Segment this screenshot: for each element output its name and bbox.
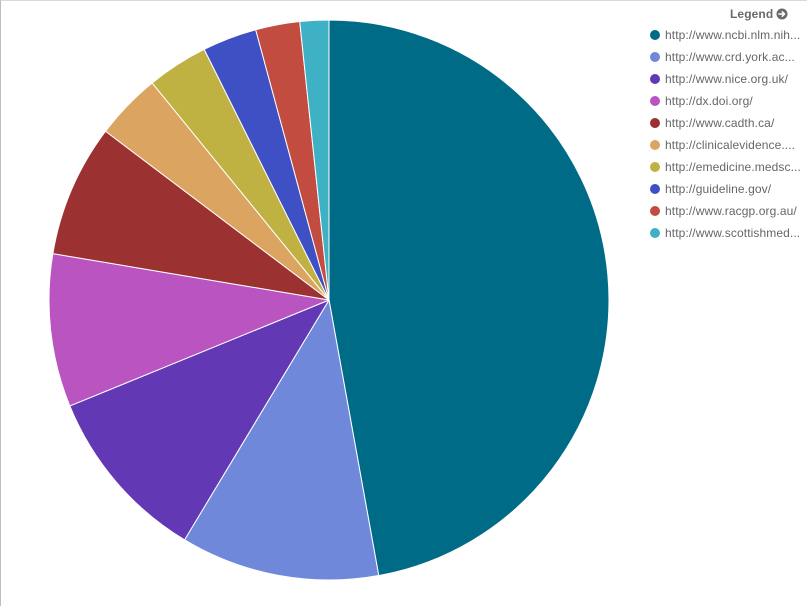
legend-item[interactable]: http://dx.doi.org/ [648, 91, 806, 111]
legend-swatch [650, 162, 660, 172]
legend-swatch [650, 228, 660, 238]
legend-label: http://dx.doi.org/ [665, 94, 753, 108]
pie-slice-3[interactable] [48, 253, 330, 407]
legend-label: http://www.ncbi.nlm.nih... [665, 28, 801, 42]
legend-item[interactable]: http://www.nice.org.uk/ [648, 69, 806, 89]
legend-item[interactable]: http://guideline.gov/ [648, 179, 806, 199]
legend-swatch [650, 184, 660, 194]
legend-swatch [650, 96, 660, 106]
legend-label: http://guideline.gov/ [665, 182, 772, 196]
legend-item[interactable]: http://www.scottishmed... [648, 223, 806, 243]
legend-label: http://www.nice.org.uk/ [665, 72, 789, 86]
legend-swatch [650, 74, 660, 84]
legend-toggle[interactable]: Legend [730, 7, 788, 21]
pie-chart [48, 19, 610, 581]
legend-item[interactable]: http://www.cadth.ca/ [648, 113, 806, 133]
legend-item[interactable]: http://www.ncbi.nlm.nih... [648, 25, 806, 45]
legend-label: http://emedicine.medsc... [665, 160, 801, 174]
pie-slice-9[interactable] [299, 19, 330, 301]
legend-item[interactable]: http://clinicalevidence.... [648, 135, 806, 155]
pie-slice-2[interactable] [69, 299, 330, 541]
pie-slice-0[interactable] [328, 19, 610, 577]
legend-swatch [650, 52, 660, 62]
pie-slice-1[interactable] [184, 299, 380, 581]
legend-swatch [650, 118, 660, 128]
legend-swatch [650, 30, 660, 40]
legend-title: Legend [730, 7, 774, 21]
legend-label: http://clinicalevidence.... [665, 138, 796, 152]
legend-label: http://www.scottishmed... [665, 226, 801, 240]
legend-label: http://www.crd.york.ac... [665, 50, 795, 64]
legend-label: http://www.racgp.org.au/ [665, 204, 797, 218]
legend-item[interactable]: http://emedicine.medsc... [648, 157, 806, 177]
legend-item[interactable]: http://www.racgp.org.au/ [648, 201, 806, 221]
legend-swatch [650, 206, 660, 216]
legend-item[interactable]: http://www.crd.york.ac... [648, 47, 806, 67]
pie-slice-4[interactable] [52, 130, 330, 301]
circle-arrow-right-icon [776, 8, 788, 20]
legend-label: http://www.cadth.ca/ [665, 116, 775, 130]
legend-swatch [650, 140, 660, 150]
